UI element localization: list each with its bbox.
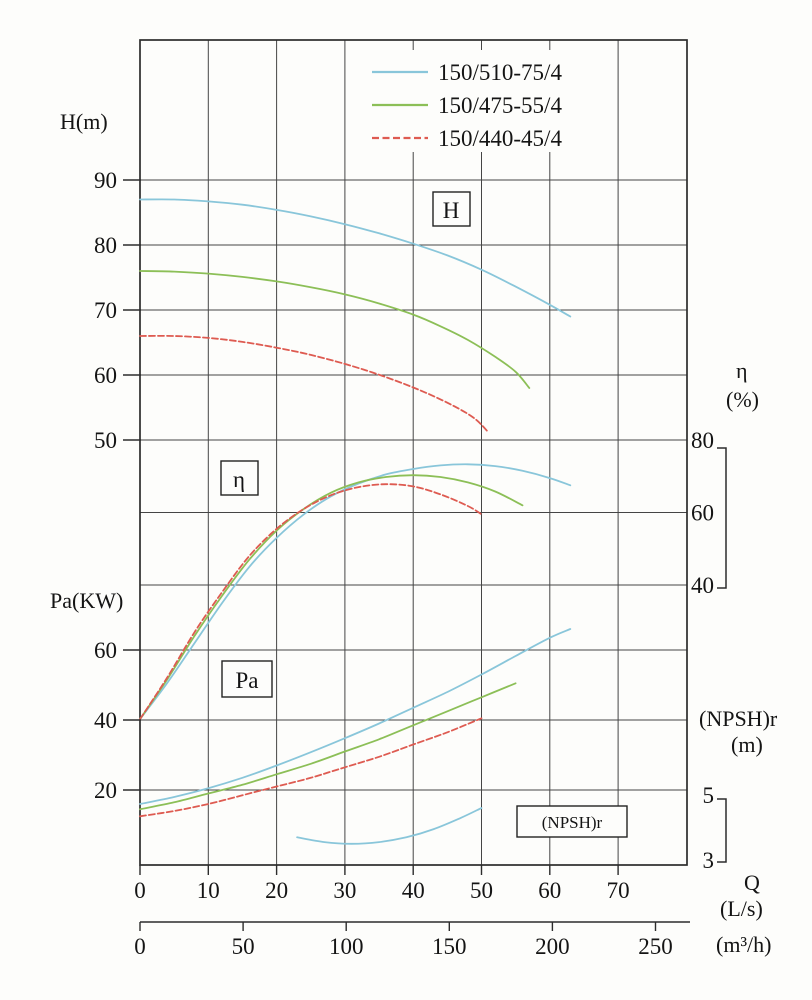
- pa-curve-150-510-75-4: [139, 628, 572, 805]
- npshr-axis-tick-label: 3: [703, 848, 715, 873]
- eta-curve-150-440-45-4: [139, 483, 483, 720]
- h-curve-label: H: [432, 191, 471, 227]
- npshr-curve-150-510-75-4: [296, 807, 483, 845]
- h-axis-tick-label: 90: [94, 168, 117, 193]
- legend-label-2: 150/475-55/4: [438, 93, 562, 118]
- h-curve-150-510-75-4: [139, 198, 572, 318]
- legend: 150/510-75/4 150/475-55/4 150/440-45/4: [372, 60, 562, 151]
- h-curve-150-475-55-4: [139, 270, 531, 389]
- eta-axis-tick-label: 60: [691, 501, 714, 526]
- h-axis-title: H(m): [60, 109, 108, 134]
- m3h-axis-tick-label: 200: [535, 934, 570, 959]
- pa-curve-150-475-55-4: [139, 682, 517, 811]
- h-axis-tick-label: 60: [94, 363, 117, 388]
- npshr-axis-bracket: [717, 798, 727, 863]
- q-axis-tick-label: 10: [197, 878, 220, 903]
- legend-label-3: 150/440-45/4: [438, 126, 562, 151]
- pa-axis-tick-label: 20: [94, 778, 117, 803]
- eta-axis-title-symbol: η: [736, 358, 748, 383]
- eta-label-text: η: [233, 467, 245, 492]
- m3h-axis-tick-label: 50: [232, 934, 255, 959]
- q-axis-title-unit: (L/s): [720, 896, 763, 921]
- eta-axis-title-unit: (%): [726, 387, 759, 412]
- h-label-text: H: [443, 198, 460, 223]
- npshr-axis-title: (NPSH)r: [699, 706, 778, 731]
- legend-background: [363, 50, 581, 152]
- q-axis-tick-label: 60: [538, 878, 561, 903]
- legend-label-1: 150/510-75/4: [438, 60, 562, 85]
- eta-curve-150-475-55-4: [139, 474, 524, 720]
- pa-axis-title: Pa(KW): [50, 588, 123, 613]
- m3h-axis-tick-label: 100: [329, 934, 364, 959]
- q-axis-tick-label: 50: [470, 878, 493, 903]
- npshr-curve-label: (NPSH)r: [516, 805, 628, 838]
- q-axis-tick-label: 0: [134, 878, 146, 903]
- h-curve-150-440-45-4: [139, 334, 490, 434]
- q-axis-title-symbol: Q: [744, 870, 760, 895]
- eta-axis-bracket: [717, 447, 727, 589]
- eta-axis-tick-label: 40: [691, 573, 714, 598]
- h-label-box: [432, 191, 471, 227]
- q-axis-tick-label: 70: [607, 878, 630, 903]
- pa-axis-tick-label: 40: [94, 708, 117, 733]
- m3h-axis-tick-label: 250: [638, 934, 673, 959]
- pa-curve-label: Pa: [221, 660, 273, 698]
- npshr-label-box: [516, 805, 628, 838]
- h-axis-tick-label: 70: [94, 298, 117, 323]
- pa-label-box: [221, 660, 273, 698]
- q-axis-tick-label: 30: [333, 878, 356, 903]
- pa-label-text: Pa: [236, 668, 259, 693]
- pa-curve-150-440-45-4: [139, 717, 483, 818]
- m3h-axis-tick-label: 0: [134, 934, 146, 959]
- h-axis-tick-label: 80: [94, 233, 117, 258]
- h-axis-tick-label: 50: [94, 428, 117, 453]
- eta-curve-150-510-75-4: [139, 463, 572, 720]
- eta-axis-tick-label: 80: [691, 428, 714, 453]
- performance-curves: [139, 198, 572, 845]
- npshr-axis-tick-label: 5: [703, 783, 715, 808]
- m3h-axis-title-unit: (m³/h): [716, 932, 771, 957]
- pa-axis-tick-label: 60: [94, 638, 117, 663]
- npshr-label-text: (NPSH)r: [542, 813, 603, 832]
- axis-titles: H(m) Pa(KW) η (%) (NPSH)r (m) Q (L/s) (m…: [50, 109, 778, 957]
- m3h-axis-tick-label: 150: [432, 934, 467, 959]
- npshr-axis-title-unit: (m): [731, 732, 763, 757]
- eta-curve-label: η: [220, 460, 259, 496]
- q-axis-tick-label: 40: [402, 878, 425, 903]
- q-axis-tick-label: 20: [265, 878, 288, 903]
- eta-label-box: [220, 460, 259, 496]
